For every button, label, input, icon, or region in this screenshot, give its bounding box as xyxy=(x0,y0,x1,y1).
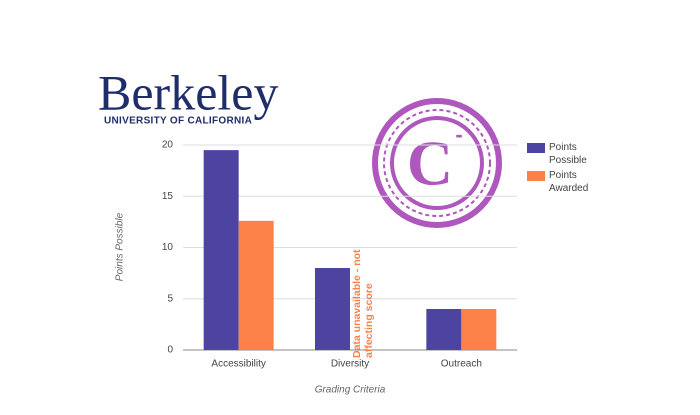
annotation: Data unavailable - not affecting score xyxy=(351,249,375,358)
y-axis-label: Points Possible xyxy=(115,212,126,281)
y-tick-label: 10 xyxy=(162,242,174,253)
x-tick-label: Diversity xyxy=(331,359,369,370)
legend-swatch xyxy=(527,143,545,153)
stamp-ring xyxy=(372,98,502,228)
logo-subtitle: UNIVERSITY OF CALIFORNIA xyxy=(104,116,252,127)
stamp-grade: C xyxy=(407,128,453,199)
bar xyxy=(238,220,274,350)
stamp: C - xyxy=(372,98,502,228)
legend-swatch xyxy=(527,171,545,181)
stamp-inner-ring xyxy=(383,109,491,217)
stamp-core-ring xyxy=(390,116,484,210)
y-tick-label: 5 xyxy=(167,293,173,304)
logo-name: Berkeley xyxy=(98,64,278,120)
y-tick-label: 20 xyxy=(162,140,174,151)
x-tick-label: Accessibility xyxy=(211,359,265,370)
legend-label: Points Possible xyxy=(549,142,587,166)
y-tick-label: 0 xyxy=(167,345,173,356)
legend-label: Points Awarded xyxy=(549,170,589,194)
stamp-modifier: - xyxy=(455,122,462,147)
bar xyxy=(315,268,350,350)
x-axis-label: Grading Criteria xyxy=(315,385,386,396)
bar xyxy=(426,309,462,350)
x-tick-label: Outreach xyxy=(441,359,482,370)
bar xyxy=(203,150,239,350)
bar xyxy=(461,309,497,350)
y-tick-label: 15 xyxy=(162,191,174,202)
